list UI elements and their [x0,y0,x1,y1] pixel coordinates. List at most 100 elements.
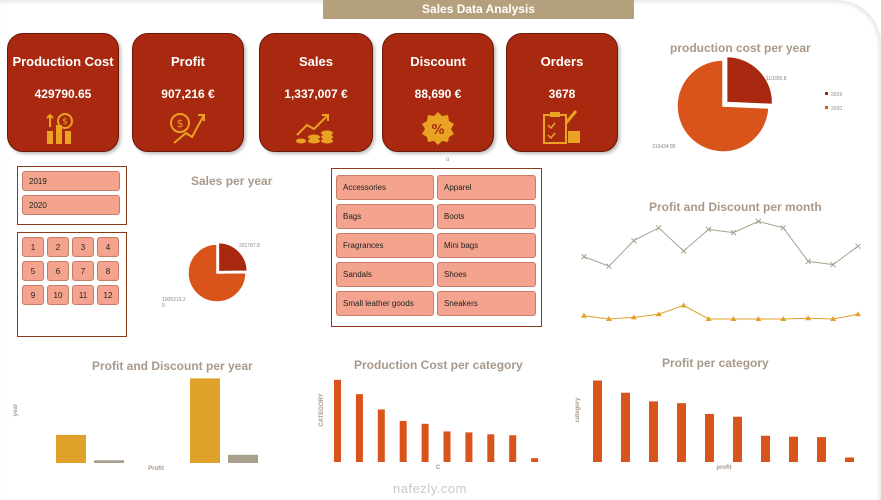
data-point [780,224,787,231]
bar [621,392,630,462]
month-slicer: 1 2 3 4 5 6 7 8 9 10 11 12 [17,232,127,337]
kpi-card-orders[interactable]: Orders 3678 [506,33,618,152]
pie-data-label: 5 [162,303,165,309]
kpi-card-sales[interactable]: Sales 1,337,007 € [259,33,373,152]
category-slicer-item[interactable]: Sneakers [437,291,536,316]
kpi-title: Sales [299,54,333,69]
kpi-card-profit[interactable]: Profit 907,216 € $ [132,33,244,152]
chart-title-production-cost-category: Production Cost per category [354,358,523,372]
kpi-title: Discount [410,54,466,69]
clipboard-box-icon [543,110,580,144]
month-slicer-item[interactable]: 6 [47,261,69,281]
legend-label: 2019 [831,92,842,98]
category-slicer-item[interactable]: Apparel [437,175,536,200]
month-slicer-item[interactable]: 5 [22,261,44,281]
data-point [680,248,687,254]
pie-chart-sales-year: 331787.8 1005219.25 [162,241,260,309]
chart-title-sales-per-year: Sales per year [191,174,273,188]
month-slicer-item[interactable]: 1 [22,237,44,257]
y-axis-label: CATEGORY [319,393,325,426]
month-slicer-item[interactable]: 10 [47,285,69,305]
year-slicer-item[interactable]: 2019 [22,171,120,191]
data-point [705,316,712,321]
bar [845,457,854,462]
legend-label: 2020 [831,106,842,112]
bar [649,401,658,462]
bar-chart-profit-category: category profit [575,380,854,471]
kpi-card-production-cost[interactable]: Production Cost 429790.65 $ [7,33,119,152]
category-slicer-item[interactable]: Mini bags [437,233,536,258]
chart-title-production-cost-per-year: production cost per year [670,41,811,55]
slicer-handle[interactable]: o [446,157,450,163]
line-chart-profit-discount-month [581,218,861,321]
x-axis-label: C [436,465,441,471]
bar [733,416,742,462]
category-slicer: Accessories Apparel Bags Boots Fragrance… [331,168,542,327]
month-slicer-item[interactable]: 9 [22,285,44,305]
kpi-title: Profit [171,54,205,69]
svg-text:$: $ [177,117,184,130]
category-slicer-item[interactable]: Boots [437,204,536,229]
data-point [705,226,712,233]
month-slicer-item[interactable]: 2 [47,237,69,257]
kpi-value: 429790.65 [34,87,92,101]
year-slicer-item[interactable]: 2020 [22,195,120,215]
pie-data-label: 110355.8 [766,76,787,82]
bar [817,437,826,462]
dollar-growth-icon: $ [170,113,205,144]
data-point [755,316,762,321]
bar [593,380,602,462]
category-slicer-item[interactable]: Small leather goods [336,291,434,316]
data-point [730,229,737,236]
kpi-value: 1,337,007 € [284,87,348,101]
month-slicer-item[interactable]: 4 [97,237,119,257]
data-point [730,316,737,321]
data-point [830,261,836,268]
bar-chart-production-cost-category: CATEGORY C [319,379,539,471]
data-point [805,315,812,321]
kpi-value: 3678 [548,87,576,101]
pie-slice [217,241,249,273]
category-slicer-item[interactable]: Accessories [336,175,434,200]
data-point [655,224,662,231]
bar [761,435,770,462]
y-axis-label: year [13,403,19,416]
bar [487,434,495,462]
category-slicer-item[interactable]: Sandals [336,262,434,287]
month-slicer-item[interactable]: 12 [97,285,119,305]
pie-slice [725,55,774,106]
kpi-title: Production Cost [12,54,114,69]
month-slicer-item[interactable]: 11 [72,285,94,305]
bar [399,420,407,462]
data-point [830,316,837,321]
bar [421,423,429,462]
bar [705,414,714,462]
data-point [606,263,612,270]
bar [465,432,473,462]
chart-title-profit-discount-month: Profit and Discount per month [649,200,822,214]
pie-chart-production-cost-year: 110355.8 319434.85 2019 2020 [652,55,842,153]
kpi-title: Orders [540,54,584,69]
coins-chart-icon [296,114,333,144]
data-point [755,218,762,225]
category-slicer-item[interactable]: Fragrances [336,233,434,258]
y-axis-label: category [575,397,581,423]
category-slicer-item[interactable]: Bags [336,204,434,229]
kpi-card-discount[interactable]: Discount 88,690 € % [382,33,494,152]
month-slicer-item[interactable]: 8 [97,261,119,281]
svg-text:%: % [431,123,444,138]
data-point [630,237,637,244]
pie-slice [676,59,770,153]
bar [377,409,385,462]
data-point [680,302,687,308]
series-line [583,220,859,267]
month-slicer-item[interactable]: 7 [72,261,94,281]
bar [443,431,451,462]
pie-data-label: 319434.85 [652,144,676,150]
category-slicer-item[interactable]: Shoes [437,262,536,287]
month-slicer-item[interactable]: 3 [72,237,94,257]
bar [677,403,686,462]
bar [56,434,86,463]
kpi-value: 907,216 € [161,87,215,101]
data-point [655,311,662,317]
